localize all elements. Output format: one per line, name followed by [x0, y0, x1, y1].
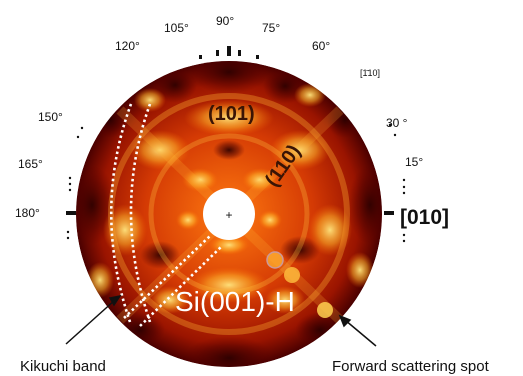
angle-label-90: 90° [216, 14, 234, 28]
forward-scattering-spot-label: Forward scattering spot [332, 358, 490, 375]
angle-label-60: 60° [312, 39, 330, 53]
center-cross-icon: + [225, 208, 232, 222]
angle-label-30: 30 ° [386, 116, 408, 130]
angle-label-105: 105° [164, 21, 189, 35]
forward-scattering-arrow [338, 314, 377, 347]
angle-label-15: 15° [405, 155, 423, 169]
forward-scattering-direction-band [123, 235, 223, 327]
kikuchi-band-label: Kikuchi band [20, 358, 106, 375]
kikuchi-band-arrow [65, 294, 122, 345]
forward-scattering-spots [266, 251, 333, 318]
angle-label-180: 180° [15, 206, 40, 220]
kikuchi-band-outline [109, 103, 152, 323]
direction-label-1-1bar-0: [1̄10] [360, 68, 380, 78]
plane-label-101: (101) [208, 103, 255, 125]
center-hole [203, 188, 255, 240]
direction-label-010: [010] [400, 206, 449, 229]
angular-scale-ticks [66, 46, 406, 243]
sample-label: Si(001)-H [175, 286, 295, 317]
angle-label-150: 150° [38, 110, 63, 124]
angle-label-75: 75° [262, 21, 280, 35]
angle-label-165: 165° [18, 157, 43, 171]
angle-label-120: 120° [115, 39, 140, 53]
